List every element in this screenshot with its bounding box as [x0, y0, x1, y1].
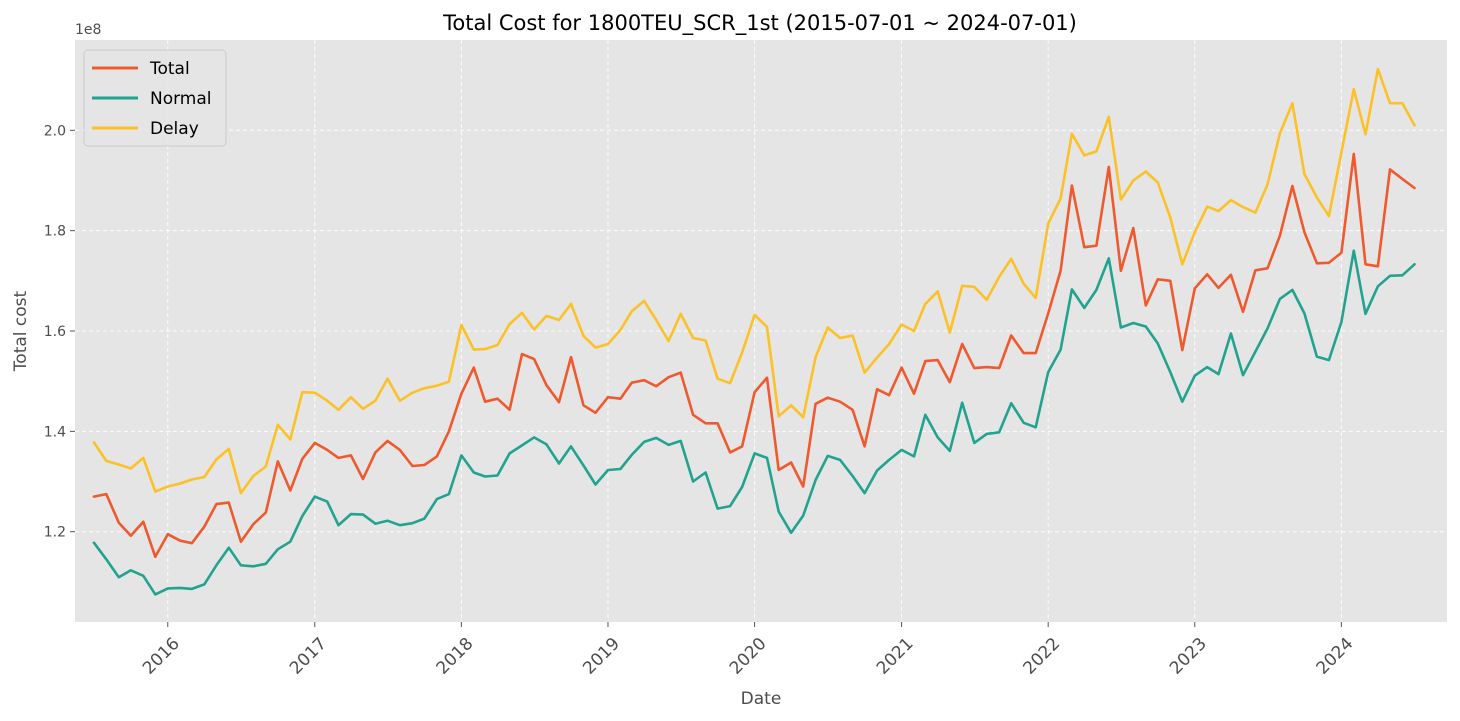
y-axis-label: Total cost [11, 290, 31, 372]
chart-title: Total Cost for 1800TEU_SCR_1st (2015-07-… [442, 11, 1077, 36]
x-tick-label: 2022 [1019, 634, 1064, 679]
x-axis-label: Date [741, 689, 782, 709]
y-tick-label: 1.4 [44, 424, 66, 440]
y-scale-label: 1e8 [75, 22, 101, 38]
legend-label-delay: Delay [150, 119, 199, 139]
x-tick-label: 2024 [1313, 634, 1358, 679]
series-line-delay [92, 67, 1416, 495]
series-lines [92, 67, 1416, 596]
y-tick-label: 2.0 [44, 123, 66, 139]
y-tick-label: 1.2 [44, 525, 66, 541]
legend-box [83, 49, 227, 147]
grid [75, 40, 1447, 622]
legend: Total Normal Delay [83, 49, 227, 147]
series-line-total [92, 152, 1416, 559]
legend-label-total: Total [149, 59, 190, 79]
y-tick-label: 1.8 [44, 224, 66, 240]
y-tick-label: 1.6 [44, 324, 66, 340]
y-axis-ticks: 1.2 1.4 1.6 1.8 2.0 [44, 123, 75, 541]
x-tick-label: 2021 [873, 634, 918, 679]
x-tick-label: 2017 [286, 634, 331, 679]
x-tick-label: 2019 [579, 634, 624, 679]
x-tick-label: 2018 [433, 634, 478, 679]
series-line-normal [92, 249, 1416, 596]
x-axis-ticks: 2016 2017 2018 2019 2020 2021 2022 2023 2024 [139, 622, 1357, 679]
legend-label-normal: Normal [150, 89, 212, 109]
x-tick-label: 2023 [1166, 634, 1211, 679]
x-tick-label: 2020 [726, 634, 771, 679]
x-tick-label: 2016 [139, 634, 184, 679]
